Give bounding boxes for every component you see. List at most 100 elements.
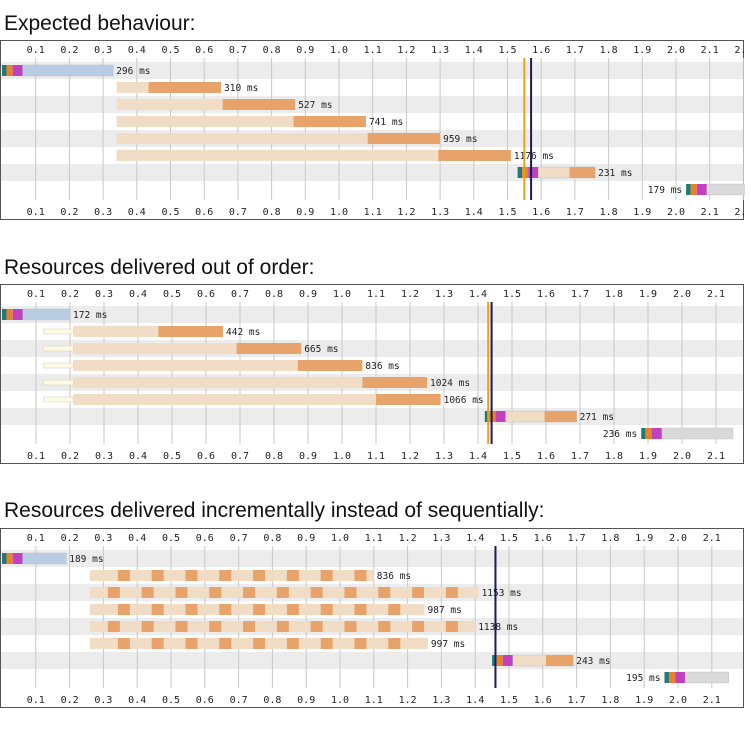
top-tick-label: 2.0 <box>667 45 685 56</box>
waiting-segment <box>22 308 71 321</box>
duration-label: 271 ms <box>580 412 614 423</box>
top-tick-label: 1.7 <box>568 533 586 544</box>
top-tick-label: 1.5 <box>500 533 518 544</box>
bottom-tick-label: 1.2 <box>401 451 419 462</box>
download-chunk <box>141 587 154 598</box>
bottom-tick-label: 1.7 <box>568 695 586 706</box>
top-tick-label: 1.2 <box>399 533 417 544</box>
top-tick-label: 1.1 <box>364 45 382 56</box>
duration-label: 231 ms <box>598 168 632 179</box>
top-tick-label: 1.9 <box>635 533 653 544</box>
top-tick-label: 0.5 <box>162 533 180 544</box>
download-chunk <box>243 587 256 598</box>
ssl-segment <box>495 411 506 422</box>
download-segment <box>236 343 302 354</box>
bottom-tick-label: 0.4 <box>129 451 147 462</box>
download-chunk <box>141 621 154 632</box>
bottom-tick-label: 0.2 <box>61 451 79 462</box>
top-tick-label: 1.9 <box>639 289 657 300</box>
top-tick-label: 1.8 <box>600 45 618 56</box>
bottom-tick-label: 1.4 <box>465 207 483 218</box>
top-tick-label: 2.0 <box>673 289 691 300</box>
download-segment <box>545 655 574 666</box>
connect-segment <box>496 655 503 666</box>
bottom-tick-label: 0.2 <box>60 207 78 218</box>
connect-segment <box>6 65 13 76</box>
bottom-tick-label: 2.1 <box>701 207 719 218</box>
top-tick-label: 1.4 <box>466 533 484 544</box>
download-chunk <box>276 587 289 598</box>
top-tick-label: 0.3 <box>95 289 113 300</box>
duration-label: 189 ms <box>69 554 103 565</box>
top-tick-label: 2.1 <box>701 45 719 56</box>
bottom-tick-label: 0.5 <box>162 695 180 706</box>
request-bar <box>43 360 363 371</box>
bottom-tick-label: 0.5 <box>161 207 179 218</box>
duration-label: 665 ms <box>304 344 338 355</box>
top-tick-label: 1.6 <box>532 45 550 56</box>
top-tick-label: 0.5 <box>161 45 179 56</box>
download-segment <box>293 116 366 127</box>
waiting-segment <box>116 99 296 110</box>
download-chunk <box>310 587 323 598</box>
bottom-tick-label: 0.6 <box>195 207 213 218</box>
top-tick-label: 1.8 <box>601 533 619 544</box>
bottom-tick-label: 1.6 <box>537 451 555 462</box>
waiting-segment <box>73 377 428 388</box>
bottom-tick-label: 1.9 <box>635 695 653 706</box>
download-chunk <box>445 587 458 598</box>
top-tick-label: 1.4 <box>469 289 487 300</box>
top-tick-label: 1.9 <box>633 45 651 56</box>
row-stripe <box>1 652 743 669</box>
top-tick-label: 1.4 <box>465 45 483 56</box>
ssl-segment <box>675 672 686 683</box>
ssl-segment <box>12 553 23 564</box>
duration-label: 836 ms <box>377 571 411 582</box>
top-tick-label: 0.9 <box>297 533 315 544</box>
top-tick-label: 1.8 <box>605 289 623 300</box>
bottom-tick-label: 1.6 <box>532 207 550 218</box>
row-stripe <box>1 306 743 323</box>
duration-label: 243 ms <box>576 656 610 667</box>
duration-label: 195 ms <box>626 673 660 684</box>
download-chunk <box>151 570 164 581</box>
bottom-tick-label: 1.2 <box>397 207 415 218</box>
download-chunk <box>253 638 266 649</box>
download-chunk <box>117 638 130 649</box>
waiting-segment <box>116 133 441 144</box>
bottom-tick-label: 1.8 <box>605 451 623 462</box>
waiting-segment <box>89 570 374 581</box>
waiting-segment <box>73 326 224 337</box>
bottom-tick-label: 0.9 <box>299 451 317 462</box>
download-chunk <box>378 621 391 632</box>
top-tick-label: 1.5 <box>498 45 516 56</box>
bottom-tick-label: 1.3 <box>431 207 449 218</box>
bottom-tick-label: 0.7 <box>231 451 249 462</box>
download-chunk <box>151 604 164 615</box>
download-segment <box>569 167 596 178</box>
dns-segment <box>2 65 7 76</box>
bottom-tick-label: 0.6 <box>197 451 215 462</box>
bottom-tick-label: 1.0 <box>331 695 349 706</box>
waiting-segment <box>706 183 745 196</box>
bottom-tick-label: 1.5 <box>500 695 518 706</box>
top-tick-label: 1.5 <box>503 289 521 300</box>
bottom-tick-label: 2.2 <box>734 207 745 218</box>
download-chunk <box>253 570 266 581</box>
bottom-tick-label: 0.5 <box>163 451 181 462</box>
bottom-tick-label: 0.8 <box>263 207 281 218</box>
bottom-tick-label: 0.4 <box>128 695 146 706</box>
top-tick-label: 0.9 <box>296 45 314 56</box>
top-tick-label: 0.9 <box>299 289 317 300</box>
stall-segment <box>43 379 74 386</box>
top-tick-label: 0.1 <box>27 45 45 56</box>
bottom-tick-label: 0.3 <box>94 695 112 706</box>
top-tick-label: 1.1 <box>367 289 385 300</box>
panel-title-out-of-order: Resources delivered out of order: <box>4 256 315 279</box>
request-bar <box>116 99 296 110</box>
bottom-tick-label: 0.7 <box>229 207 247 218</box>
request-bar <box>89 621 476 632</box>
row-stripe <box>1 96 743 113</box>
bottom-tick-label: 1.7 <box>571 451 589 462</box>
waterfall-chart-expected: 0.1 0.1 0.2 0.2 0.3 0.3 0.4 0.4 0.5 0.5 0.6 0.6 0.7 0… <box>0 40 745 220</box>
